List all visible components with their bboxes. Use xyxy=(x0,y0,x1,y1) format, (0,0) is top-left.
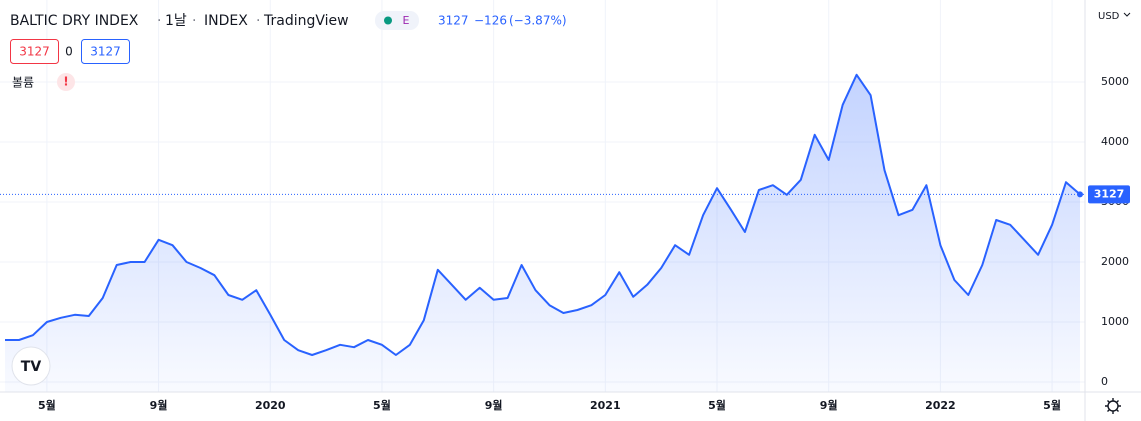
warning: ! xyxy=(63,75,68,89)
x-tick-label: 9월 xyxy=(150,398,168,412)
last-point xyxy=(1077,191,1083,198)
x-tick-label: 5월 xyxy=(38,398,56,412)
separator: · xyxy=(256,13,260,29)
sell-price: 3127 xyxy=(19,45,50,59)
separator: · xyxy=(157,13,161,29)
price-tag-label: 3127 xyxy=(1094,187,1125,200)
badge: E xyxy=(403,14,410,27)
source: TradingView xyxy=(263,13,349,29)
y-tick-label: 5000 xyxy=(1101,75,1129,88)
currency[interactable]: USD xyxy=(1098,11,1120,22)
symbol: BALTIC DRY INDEX xyxy=(10,13,139,29)
price-line xyxy=(5,73,1081,356)
plot xyxy=(0,73,1085,393)
y-tick-label: 1000 xyxy=(1101,315,1129,328)
x-tick-label: 2020 xyxy=(255,399,286,412)
x-tick-label: 2022 xyxy=(925,399,956,412)
last-value: 3127 xyxy=(438,14,469,28)
buy-price: 3127 xyxy=(90,45,121,59)
logo[interactable] xyxy=(11,346,51,386)
area-fill xyxy=(5,74,1080,393)
volume-label: 볼륨 xyxy=(12,76,34,90)
separator: · xyxy=(192,13,196,29)
x-tick-label: 5월 xyxy=(708,398,726,412)
logo-mark: TV xyxy=(21,359,42,375)
currency-caret xyxy=(1123,12,1131,17)
x-tick-label: 9월 xyxy=(485,398,503,412)
settings-icon[interactable] xyxy=(1105,398,1121,414)
y-tick-label: 0 xyxy=(1101,375,1108,388)
legend: BALTIC DRY INDEX · 1날 · INDEX · TradingV… xyxy=(10,11,567,91)
status-dot xyxy=(384,16,392,25)
change-pct: (−3.87%) xyxy=(509,14,567,28)
x-tick-label: 5월 xyxy=(373,398,391,412)
warning-icon[interactable] xyxy=(57,73,75,91)
sell-button[interactable] xyxy=(10,39,59,64)
y-tick-label: 4000 xyxy=(1101,135,1129,148)
x-tick-label: 9월 xyxy=(820,398,838,412)
gear-teeth xyxy=(1105,398,1121,414)
change: −126 xyxy=(474,14,507,28)
x-tick-label: 2021 xyxy=(590,399,621,412)
interval: 1날 xyxy=(165,13,187,29)
exchange: INDEX xyxy=(204,13,248,29)
price-tag xyxy=(1088,185,1130,204)
y-tick-label: 2000 xyxy=(1101,255,1129,268)
status-pill[interactable] xyxy=(375,11,419,30)
x-tick-label: 5월 xyxy=(1043,398,1061,412)
spread: 0 xyxy=(65,45,73,59)
buy-button[interactable] xyxy=(81,39,130,64)
